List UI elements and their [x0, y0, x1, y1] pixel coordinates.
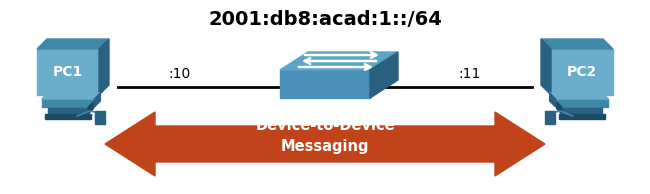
Polygon shape: [99, 39, 109, 95]
Polygon shape: [105, 112, 545, 176]
Bar: [42, 99, 94, 107]
Polygon shape: [550, 93, 608, 99]
Polygon shape: [370, 52, 398, 98]
Text: :11: :11: [459, 67, 481, 81]
Polygon shape: [37, 39, 109, 49]
Text: :10: :10: [169, 67, 191, 81]
Bar: [551, 49, 613, 95]
Polygon shape: [48, 102, 93, 107]
Polygon shape: [541, 39, 551, 95]
Polygon shape: [88, 102, 93, 114]
Polygon shape: [42, 93, 100, 99]
Polygon shape: [94, 93, 100, 107]
Bar: [545, 111, 554, 124]
Polygon shape: [550, 93, 556, 107]
Bar: [280, 70, 370, 98]
Bar: [556, 99, 608, 107]
Bar: [37, 49, 99, 95]
Text: 2001:db8:acad:1::/64: 2001:db8:acad:1::/64: [208, 10, 442, 29]
Bar: [562, 107, 602, 114]
Bar: [559, 114, 605, 119]
Bar: [96, 111, 105, 124]
Polygon shape: [280, 52, 398, 70]
Bar: [48, 107, 88, 114]
Polygon shape: [557, 102, 602, 107]
Bar: [45, 114, 91, 119]
Text: PC2: PC2: [567, 65, 597, 79]
Polygon shape: [541, 39, 613, 49]
Text: PC1: PC1: [53, 65, 83, 79]
Text: Device-to-Device
Messaging: Device-to-Device Messaging: [255, 118, 395, 154]
Polygon shape: [557, 102, 562, 114]
